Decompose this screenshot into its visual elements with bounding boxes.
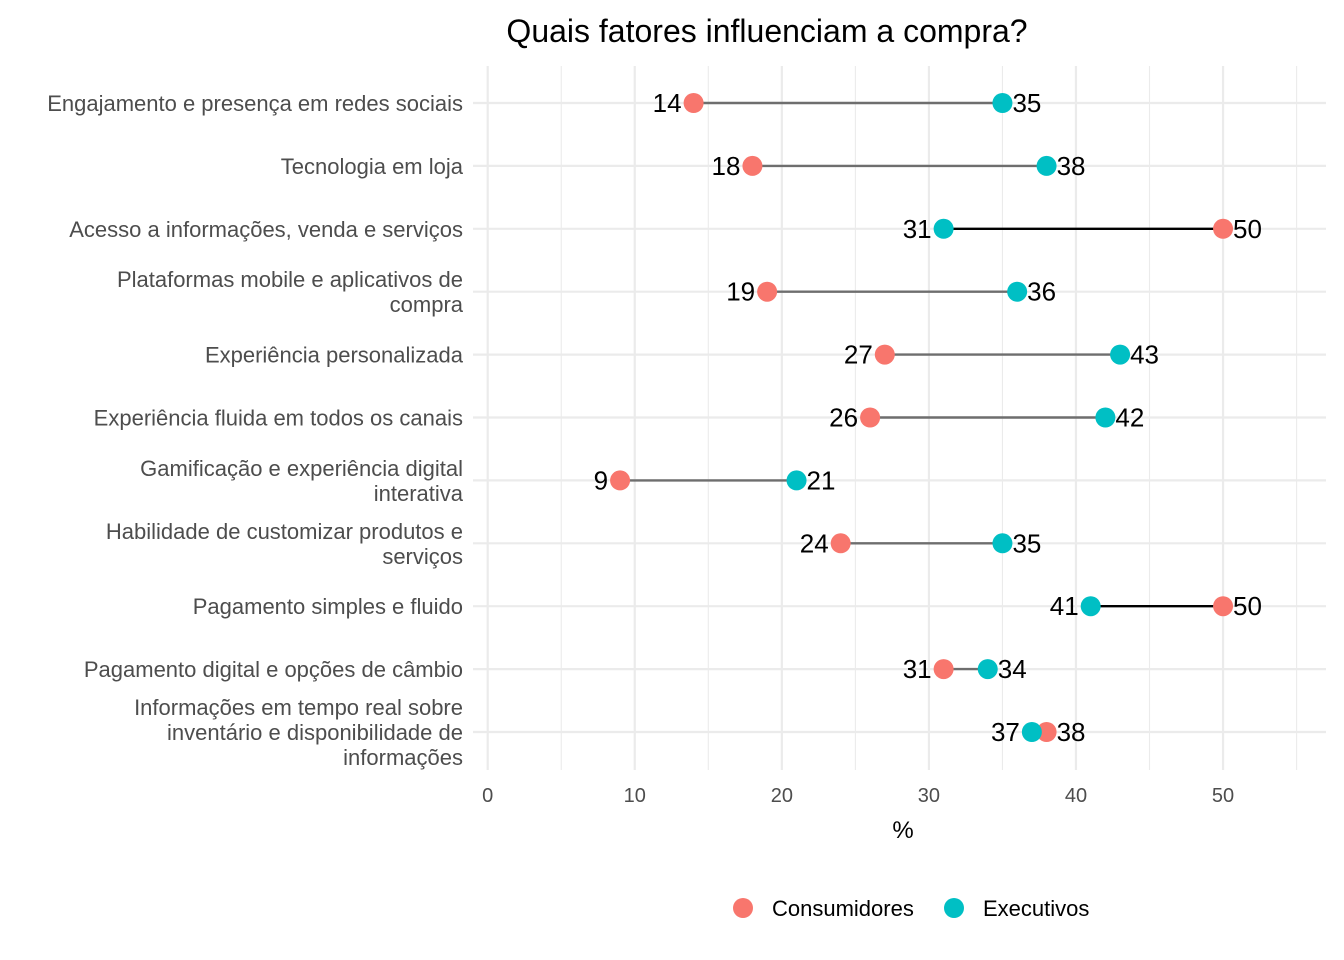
- point-consumidores: [874, 344, 895, 365]
- data-label-low: 41: [1050, 591, 1079, 621]
- point-executivos: [992, 93, 1013, 113]
- category-label: Pagamento digital e opções de câmbio: [84, 657, 463, 682]
- category-labels: Engajamento e presença em redes sociais T…: [47, 91, 464, 770]
- legend-label-consumidores: Consumidores: [772, 896, 914, 921]
- legend: Consumidores Executivos: [733, 896, 1089, 921]
- data-label-low: 18: [712, 151, 741, 181]
- data-label-high: 34: [998, 654, 1027, 684]
- x-tick-label: 40: [1065, 785, 1087, 807]
- data-label-high: 43: [1130, 340, 1159, 370]
- point-executivos: [992, 533, 1013, 554]
- legend-item-consumidores: Consumidores: [733, 896, 914, 921]
- data-label-high: 38: [1057, 717, 1086, 747]
- point-consumidores: [1036, 722, 1057, 742]
- point-executivos: [933, 218, 954, 239]
- dumbbell-points: [610, 93, 1234, 742]
- category-label: Experiência personalizada: [205, 343, 464, 368]
- x-axis-title: %: [892, 817, 913, 844]
- point-executivos: [1021, 722, 1042, 742]
- data-label-low: 24: [800, 528, 829, 558]
- category-label: Informações em tempo real sobre inventári…: [134, 695, 463, 770]
- data-label-low: 31: [903, 214, 932, 244]
- point-executivos: [1036, 155, 1057, 176]
- data-label-low: 19: [726, 277, 755, 307]
- point-consumidores: [610, 470, 631, 491]
- legend-swatch-consumidores: [733, 898, 753, 918]
- category-label: Experiência fluida em todos os canais: [94, 406, 463, 431]
- point-consumidores: [830, 533, 851, 554]
- point-executivos: [977, 659, 998, 680]
- x-tick-label: 10: [624, 785, 646, 807]
- point-consumidores: [860, 407, 881, 428]
- category-label: Habilidade de customizar produtos e servi…: [106, 519, 463, 569]
- data-label-low: 14: [653, 88, 682, 118]
- x-axis-ticks: 0 10 20 30 40 50: [482, 785, 1234, 807]
- point-consumidores: [683, 93, 704, 113]
- chart-title: Quais fatores influenciam a compra?: [506, 13, 1027, 49]
- point-consumidores: [933, 659, 954, 680]
- dumbbell-segments: [620, 101, 1224, 734]
- x-tick-label: 30: [918, 785, 940, 807]
- x-tick-label: 50: [1212, 785, 1234, 807]
- point-executivos: [1095, 407, 1116, 428]
- category-label: Gamificação e experiência digital interat…: [140, 456, 464, 506]
- category-label: Plataformas mobile e aplicativos de compr…: [117, 267, 464, 317]
- x-tick-label: 20: [771, 785, 793, 807]
- data-label-high: 36: [1027, 277, 1056, 307]
- data-label-low: 9: [594, 465, 608, 495]
- data-label-low: 26: [829, 403, 858, 433]
- category-label: Tecnologia em loja: [281, 154, 464, 179]
- data-label-high: 35: [1012, 528, 1041, 558]
- point-consumidores: [1213, 218, 1234, 239]
- point-consumidores: [1213, 596, 1234, 617]
- data-label-low: 27: [844, 340, 873, 370]
- data-label-high: 21: [807, 465, 836, 495]
- legend-label-executivos: Executivos: [983, 896, 1089, 921]
- point-consumidores: [757, 281, 778, 302]
- legend-item-executivos: Executivos: [944, 896, 1089, 921]
- data-label-high: 42: [1115, 403, 1144, 433]
- point-executivos: [1080, 596, 1101, 617]
- data-label-low: 37: [991, 717, 1020, 747]
- x-tick-label: 0: [482, 785, 493, 807]
- point-consumidores: [742, 155, 763, 176]
- legend-swatch-executivos: [944, 898, 964, 918]
- data-label-high: 50: [1233, 591, 1262, 621]
- data-label-high: 38: [1057, 151, 1086, 181]
- point-executivos: [1007, 281, 1028, 302]
- category-label: Acesso a informações, venda e serviços: [69, 217, 463, 242]
- data-labels: 14 35 18 38 31 50 19 36 27 43 26 42 9 21 24 35 41 50 31 34 3…: [594, 88, 1262, 747]
- category-label: Pagamento simples e fluido: [193, 594, 463, 619]
- point-executivos: [1110, 344, 1131, 365]
- point-executivos: [786, 470, 807, 491]
- data-label-low: 31: [903, 654, 932, 684]
- data-label-high: 35: [1012, 88, 1041, 118]
- category-label: Engajamento e presença em redes sociais: [47, 91, 463, 116]
- data-label-high: 50: [1233, 214, 1262, 244]
